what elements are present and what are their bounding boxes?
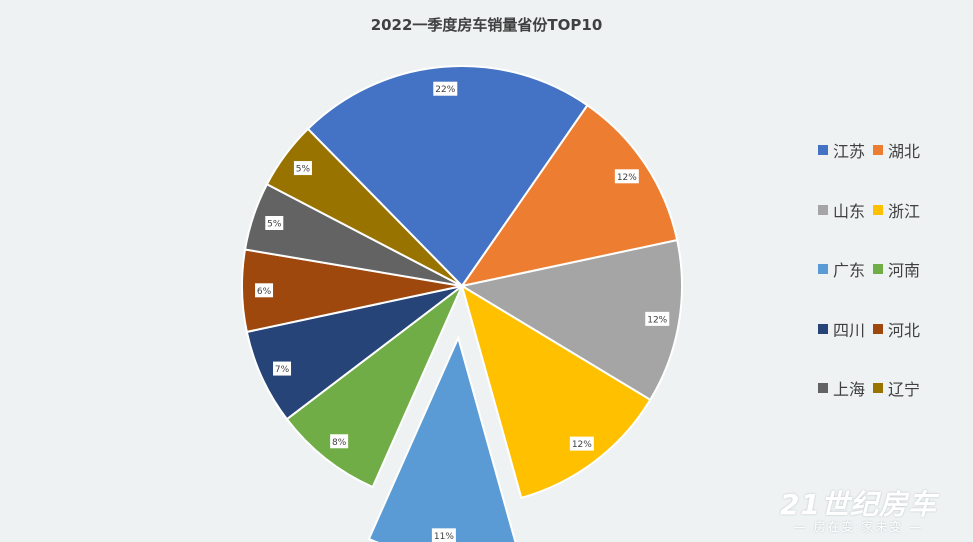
- legend-item-shandong[interactable]: 山东: [818, 198, 865, 222]
- legend-swatch: [873, 264, 884, 274]
- data-label-box: [431, 528, 456, 542]
- legend-item-sichuan[interactable]: 四川: [818, 317, 865, 341]
- data-label: 12%: [617, 173, 637, 183]
- legend-row: 江苏 湖北: [818, 138, 928, 162]
- data-label: 5%: [267, 219, 282, 229]
- legend-swatch: [818, 383, 828, 393]
- data-label-box: [255, 283, 274, 298]
- data-label-box: [433, 81, 458, 96]
- legend-item-shanghai[interactable]: 上海: [818, 376, 865, 400]
- legend-label: 上海: [833, 380, 866, 399]
- pie-slice-2[interactable]: [459, 238, 683, 402]
- data-label-box: [569, 436, 594, 451]
- legend-row: 山东 浙江: [818, 198, 928, 222]
- legend-swatch: [818, 145, 828, 155]
- legend-row: 四川 河北: [818, 317, 928, 341]
- legend-label: 河南: [888, 261, 921, 280]
- data-label: 6%: [257, 287, 272, 297]
- data-label-box: [273, 361, 292, 376]
- legend-swatch: [818, 204, 828, 215]
- watermark-tagline: — 房在变·家未变 —: [793, 520, 924, 534]
- data-label-box: [265, 215, 284, 230]
- legend-label: 四川: [833, 320, 866, 340]
- legend-label: 江苏: [833, 142, 866, 161]
- pie-slice-0[interactable]: [306, 65, 589, 288]
- watermark-logo: 21世纪房车 — 房在变·家未变 —: [780, 488, 937, 535]
- legend-item-liaoning[interactable]: 辽宁: [873, 376, 920, 400]
- legend-row: 广东 河南: [818, 257, 928, 281]
- legend-label: 浙江: [888, 201, 921, 221]
- legend-label: 山东: [833, 201, 866, 221]
- legend-swatch: [873, 323, 884, 334]
- data-label: 11%: [434, 532, 454, 542]
- legend-item-jiangsu[interactable]: 江苏: [818, 138, 865, 162]
- watermark-logo-text: 21世纪房车: [780, 488, 937, 521]
- legend-swatch: [873, 204, 884, 215]
- legend-item-hubei[interactable]: 湖北: [873, 138, 920, 162]
- pie-slice-3[interactable]: [460, 283, 652, 500]
- data-label: 7%: [275, 365, 290, 375]
- data-label: 5%: [296, 165, 311, 175]
- pie-slice-9[interactable]: [265, 127, 463, 287]
- legend-row: 上海 辽宁: [818, 376, 928, 400]
- legend-item-hebei[interactable]: 河北: [873, 317, 920, 341]
- chart-title: 2022一季度房车销量省份TOP10: [370, 16, 603, 34]
- legend-swatch: [818, 264, 828, 274]
- legend-label: 广东: [833, 261, 866, 280]
- data-label-box: [330, 434, 349, 449]
- pie-slice-1[interactable]: [459, 103, 679, 288]
- data-label: 22%: [435, 85, 455, 95]
- data-label: 8%: [332, 438, 347, 448]
- data-label-box: [645, 311, 670, 326]
- legend-swatch: [873, 383, 884, 393]
- pie-labels: 22% 12% 12% 12% 11% 8% 7% 6% 5% 5%: [255, 81, 670, 542]
- legend-item-henan[interactable]: 河南: [873, 257, 920, 281]
- data-label: 12%: [572, 440, 592, 450]
- legend-item-zhejiang[interactable]: 浙江: [873, 198, 920, 222]
- legend-swatch: [818, 323, 828, 334]
- legend-label: 河北: [888, 320, 921, 340]
- data-label-box: [614, 169, 639, 184]
- pie-slices: [241, 65, 683, 542]
- data-label-box: [293, 161, 312, 176]
- chart-legend: 江苏 湖北 山东 浙江 广东 河南 四川 河北 上海 辽宁: [818, 138, 928, 436]
- legend-item-guangdong[interactable]: 广东: [818, 257, 865, 281]
- legend-swatch: [873, 145, 884, 155]
- legend-label: 辽宁: [888, 380, 921, 399]
- data-label: 12%: [647, 315, 667, 325]
- pie-slice-4[interactable]: [367, 334, 518, 542]
- legend-label: 湖北: [888, 142, 921, 161]
